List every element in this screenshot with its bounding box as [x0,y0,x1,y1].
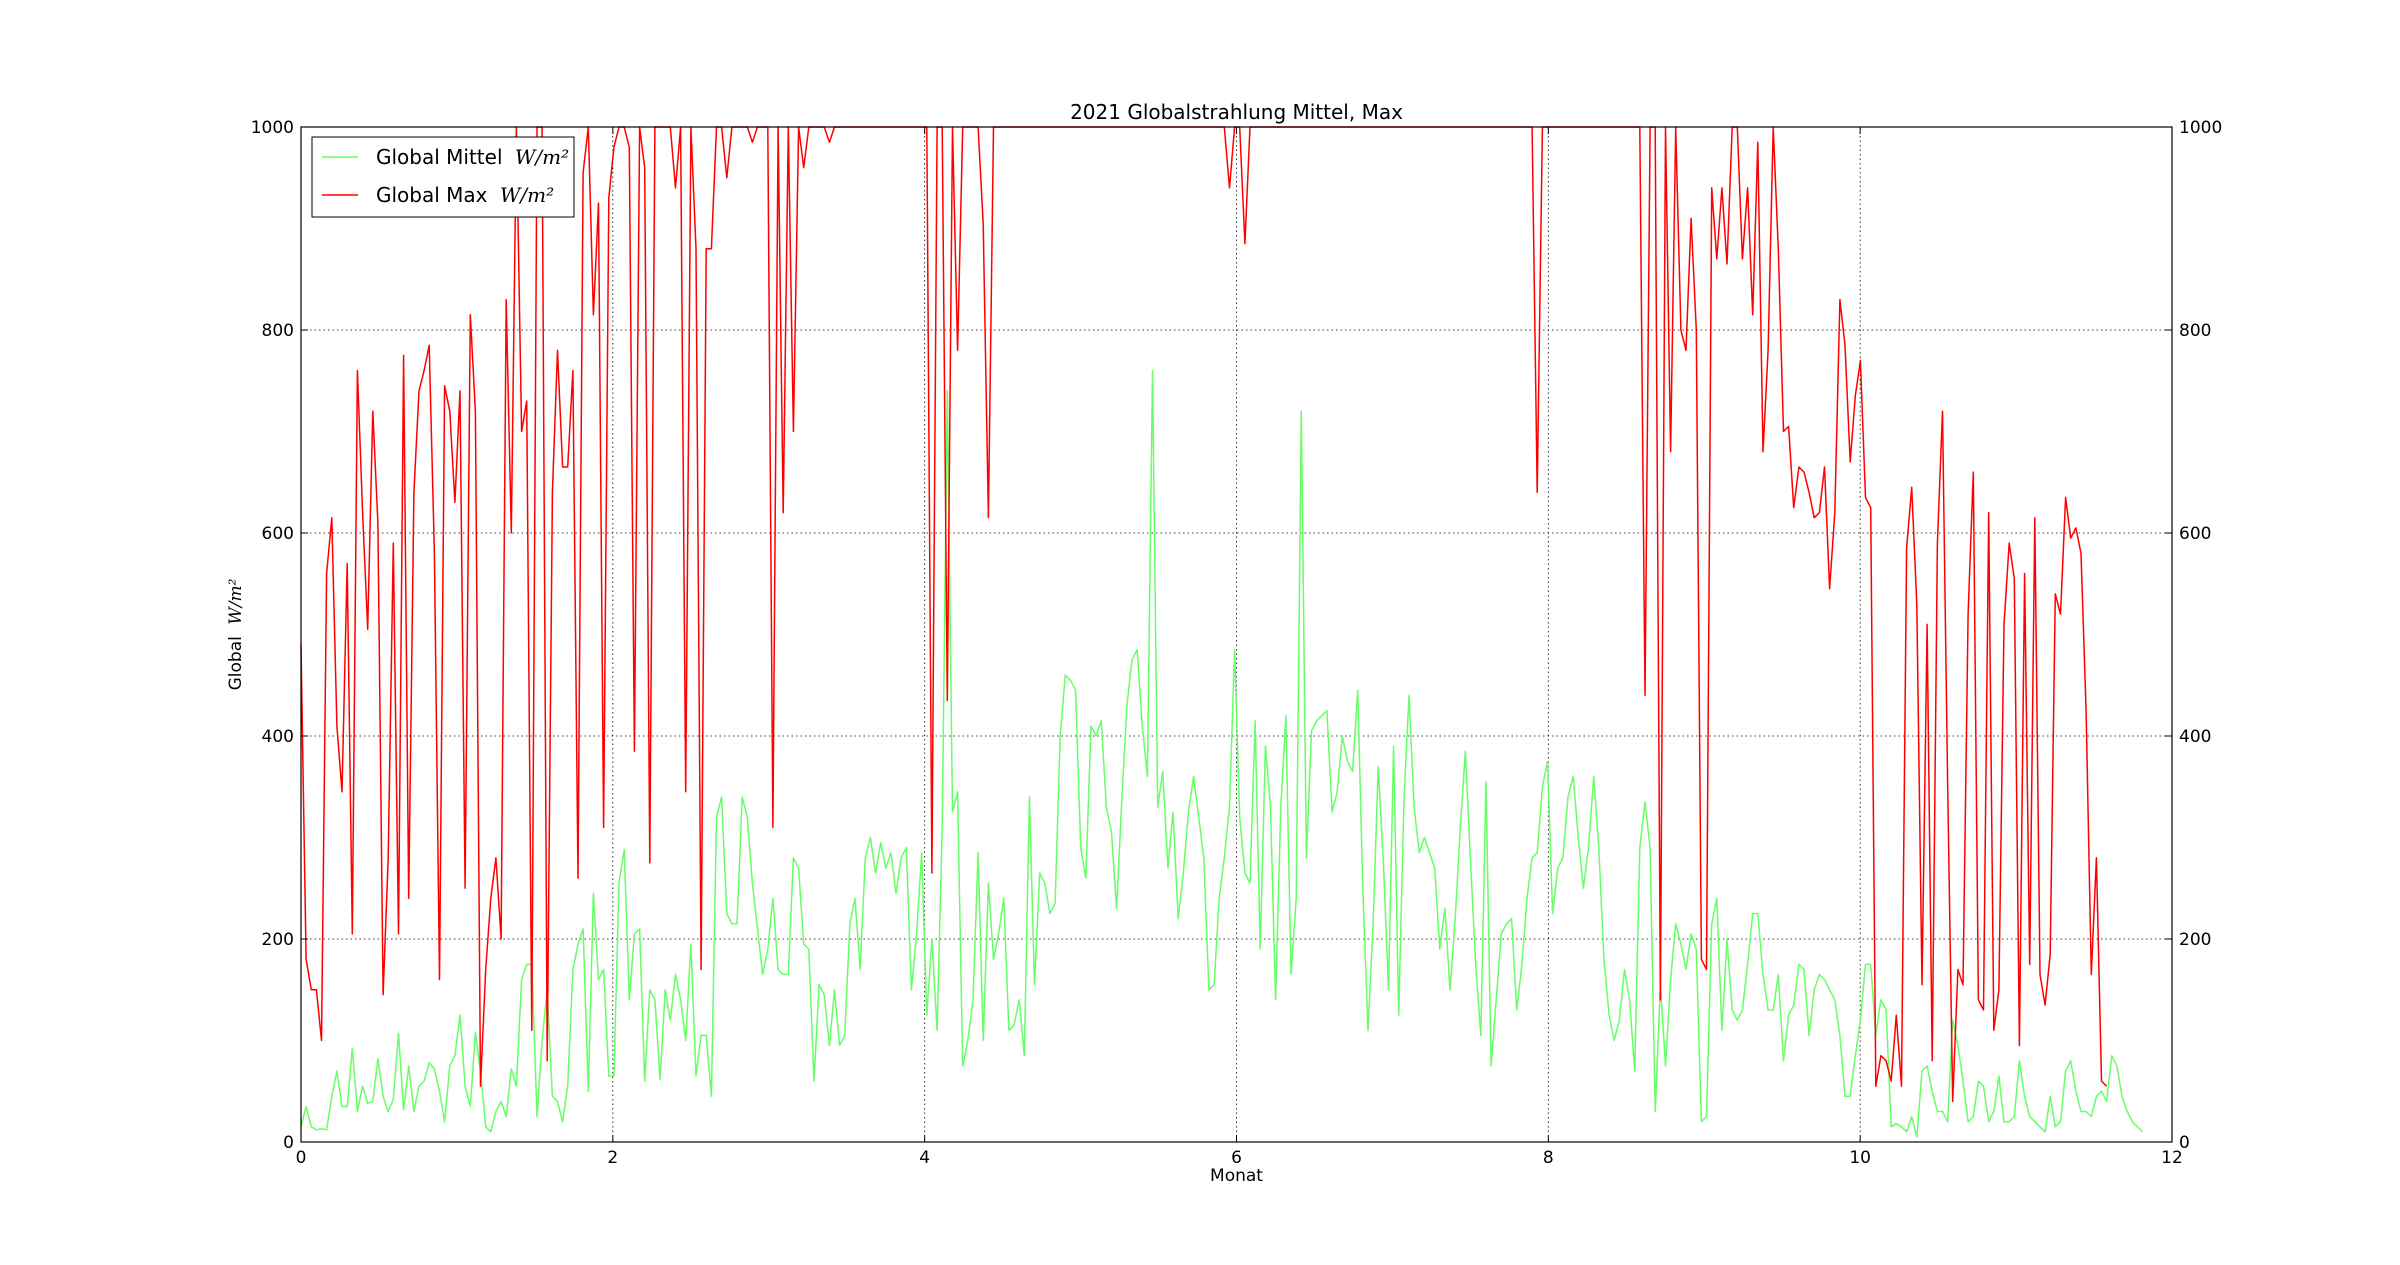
y-tick-label: 200 [262,930,294,950]
legend-box [311,136,575,218]
y-tick-label: 0 [283,1133,294,1153]
legend-label-global-mittel-unit: W/m² [515,145,569,169]
x-tick-label: 6 [1231,1148,1242,1168]
y-tick-label: 600 [262,524,294,544]
series-lines [300,126,2144,1138]
right-y-tick-label: 1000 [2179,118,2222,138]
x-tick-label: 12 [2161,1148,2183,1168]
chart-title: 2021 Globalstrahlung Mittel, Max [1070,100,1403,124]
x-tick-label: 8 [1543,1148,1554,1168]
x-tick-label: 2 [607,1148,618,1168]
right-y-tick-label: 800 [2179,321,2211,341]
y-tick-label: 1000 [251,118,294,138]
right-y-tick-label: 0 [2179,1133,2190,1153]
y-tick-label: 400 [262,727,294,747]
legend-label-global-max: Global Max W/m² [376,183,554,207]
legend-label-global-mittel-prefix: Global Mittel [376,145,503,169]
y-axis-label-prefix: Global [226,636,246,690]
grid-lines [301,127,2172,1142]
series-line-global-max [300,126,2108,1103]
x-tick-label: 0 [296,1148,307,1168]
series-line-global-mittel [300,369,2144,1138]
y-tick-label: 800 [262,321,294,341]
right-y-tick-label: 200 [2179,930,2211,950]
right-y-tick-label: 600 [2179,524,2211,544]
right-y-tick-label: 400 [2179,727,2211,747]
x-tick-label: 10 [1849,1148,1871,1168]
legend-label-global-max-prefix: Global Max [376,183,488,207]
x-tick-label: 4 [919,1148,930,1168]
legend-label-global-mittel: Global Mittel W/m² [376,145,569,169]
y-axis-label-unit: W/m² [226,578,246,624]
x-axis-label: Monat [1210,1166,1263,1186]
legend-label-global-max-unit: W/m² [500,183,554,207]
y-axis-label: Global W/m² [226,578,246,690]
legend: Global Mittel W/m² Global Max W/m² [311,136,575,218]
axis-ticks: 0 2 4 6 8 10 120200400600800100002004006008001… [251,118,2223,1168]
